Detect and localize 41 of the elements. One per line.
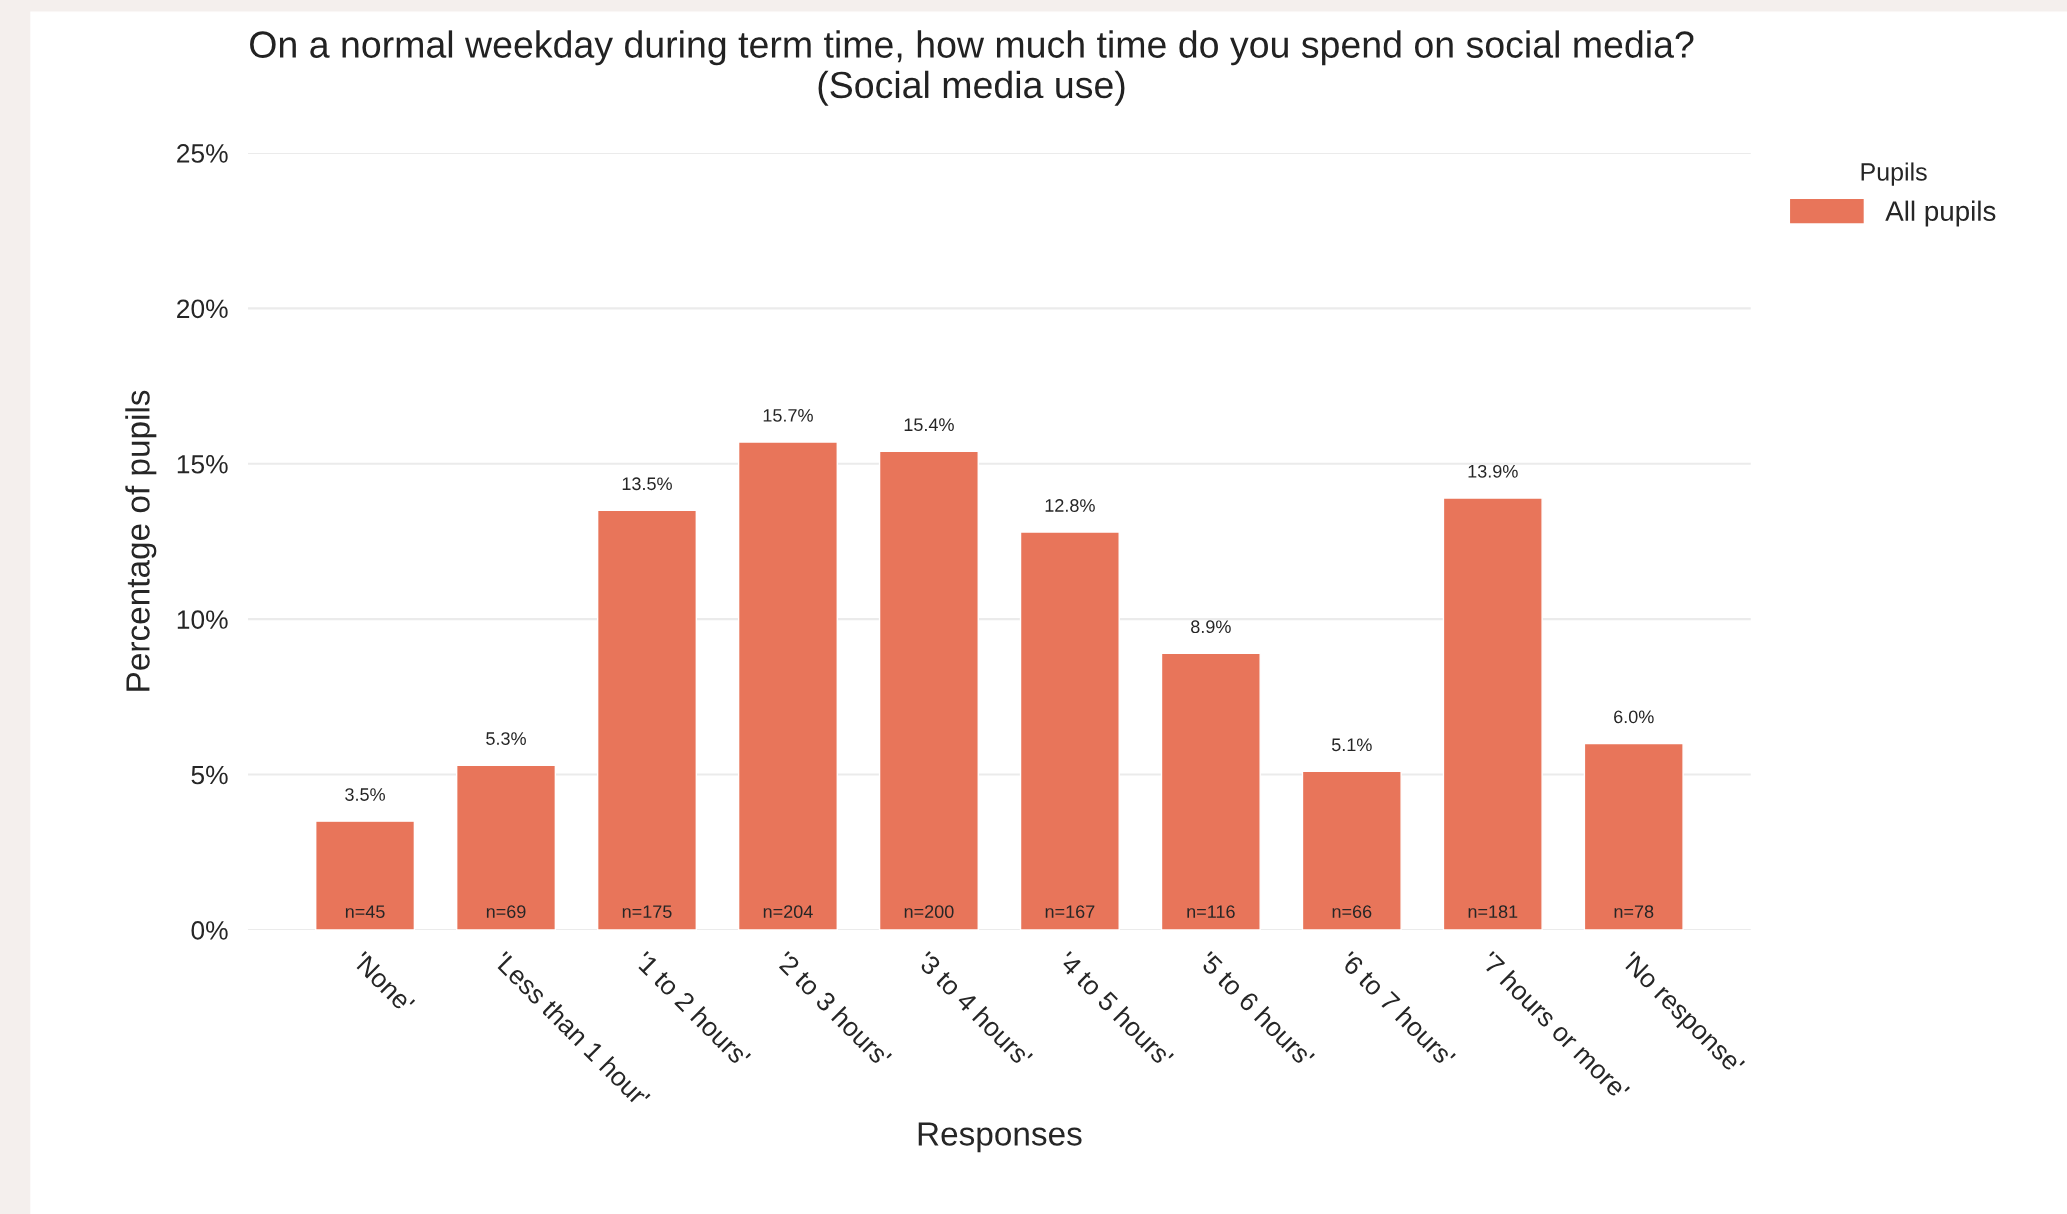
data-label: 15.4% — [904, 418, 954, 432]
chart-title: On a normal weekday during term time, how much time do you spend on social media? (Social media use) — [250, 30, 1694, 106]
annotation: n=116 — [1187, 905, 1235, 919]
annotation: n=204 — [763, 905, 813, 919]
legend-title: Pupils — [1861, 162, 1927, 186]
annotation: n=66 — [1332, 905, 1372, 919]
legend-label: All pupils — [1885, 200, 1996, 227]
y-tick-label: 0% — [191, 921, 228, 940]
data-label: 3.5% — [345, 788, 385, 801]
y-axis-title: Percentage of pupils — [125, 390, 157, 691]
annotation: n=167 — [1045, 905, 1095, 919]
bar — [1301, 770, 1402, 930]
y-tick-label: 5% — [191, 765, 228, 785]
annotation: n=69 — [486, 905, 526, 919]
bar — [1583, 742, 1684, 930]
data-label: 13.5% — [622, 477, 672, 491]
annotation: n=78 — [1614, 905, 1654, 919]
annotation: n=181 — [1468, 905, 1518, 919]
y-tick-label: 20% — [177, 299, 228, 319]
y-tick-label: 10% — [177, 610, 228, 629]
bar — [455, 764, 557, 930]
bar — [878, 450, 979, 930]
y-tick-label: 15% — [177, 455, 228, 474]
data-label: 13.9% — [1468, 464, 1518, 478]
bar — [315, 820, 416, 930]
annotation: n=200 — [904, 905, 954, 919]
data-label: 15.7% — [763, 409, 813, 422]
x-axis-title: Responses — [918, 1122, 1082, 1153]
data-label: 8.9% — [1191, 620, 1231, 634]
annotation: n=45 — [345, 905, 385, 919]
bar — [737, 441, 838, 930]
annotation: n=175 — [622, 905, 672, 919]
bar — [1442, 497, 1543, 930]
data-label: 5.1% — [1331, 738, 1372, 752]
bar — [596, 509, 698, 930]
data-label: 6.0% — [1614, 710, 1654, 724]
bar — [1019, 531, 1120, 930]
data-label: 12.8% — [1045, 499, 1095, 512]
data-label: 5.3% — [486, 732, 526, 745]
y-tick-label: 25% — [177, 144, 228, 163]
bar — [1160, 652, 1261, 930]
